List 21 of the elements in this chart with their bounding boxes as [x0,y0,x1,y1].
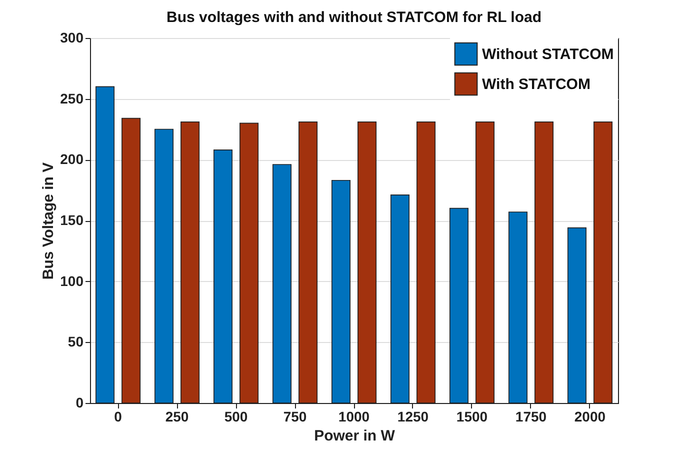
x-tick-label: 1250 [397,408,429,424]
x-axis-title: Power in W [314,428,396,444]
y-tick-label: 0 [76,394,84,410]
x-tick-label: 1500 [456,408,488,424]
legend-label: Without STATCOM [482,46,614,63]
y-axis-title: Bus Voltage in V [40,162,58,280]
chart-title: Bus voltages with and without STATCOM for RL load [166,9,542,26]
x-tick-label: 1000 [338,408,370,424]
y-tick-label: 50 [68,334,84,350]
x-tick-label: 500 [224,408,248,424]
legend-label: With STATCOM [482,76,590,93]
y-tick-label: 250 [60,90,84,106]
x-tick-label: 1750 [515,408,547,424]
y-tick-label: 150 [60,212,84,228]
y-tick-label: 200 [60,151,84,168]
y-tick-label: 300 [60,30,84,46]
y-tick-label: 100 [60,272,84,289]
x-tick-label: 750 [283,408,307,424]
x-tick-label: 2000 [574,408,606,424]
x-tick-label: 250 [165,408,189,424]
x-tick-label: 0 [114,408,122,424]
